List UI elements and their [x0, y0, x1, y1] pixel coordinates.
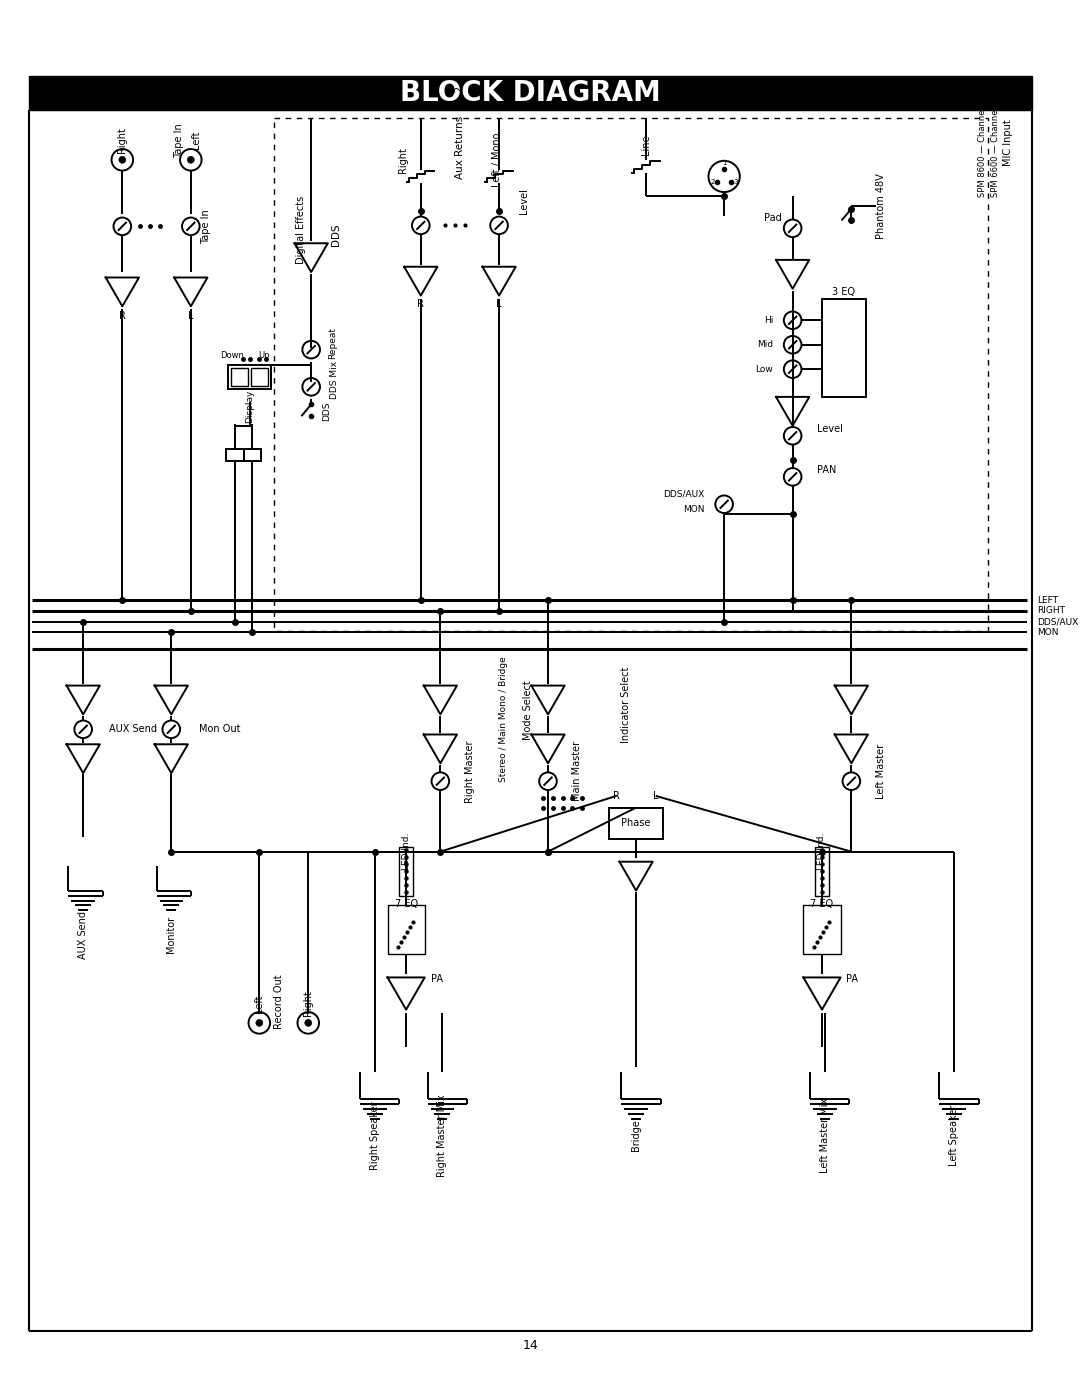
Text: 3: 3 — [733, 179, 738, 184]
Bar — [231, 369, 247, 386]
Text: Right: Right — [303, 990, 313, 1016]
Text: L: L — [497, 299, 502, 309]
Bar — [274, 117, 988, 631]
Text: Level: Level — [818, 423, 843, 434]
Text: DDS: DDS — [330, 224, 340, 246]
Text: Tape In: Tape In — [174, 123, 184, 158]
Bar — [228, 365, 271, 388]
Text: Monitor: Monitor — [166, 916, 176, 953]
Text: 7 EQ: 7 EQ — [810, 898, 834, 908]
Circle shape — [256, 1020, 262, 1027]
Circle shape — [119, 156, 125, 163]
Bar — [609, 807, 663, 840]
Text: Display: Display — [245, 390, 254, 423]
Text: Left: Left — [191, 131, 201, 149]
Text: PA: PA — [847, 974, 859, 983]
Bar — [815, 847, 828, 895]
Text: Pad: Pad — [765, 212, 782, 222]
Text: Right: Right — [118, 127, 127, 154]
Text: Phase: Phase — [621, 819, 651, 828]
Bar — [400, 847, 413, 895]
Text: Left Speaker: Left Speaker — [949, 1105, 959, 1166]
Text: PAN: PAN — [818, 465, 837, 475]
Text: LED Ind.: LED Ind. — [402, 833, 410, 870]
Circle shape — [305, 1020, 312, 1027]
Bar — [29, 75, 1032, 110]
Bar — [804, 905, 840, 954]
Text: Line: Line — [640, 136, 651, 155]
Text: Tape In: Tape In — [202, 210, 212, 243]
Text: 14: 14 — [523, 1340, 538, 1352]
Text: Aux Returns  1 - 2: Aux Returns 1 - 2 — [455, 85, 464, 179]
Text: Mon Out: Mon Out — [199, 724, 240, 735]
Text: LEFT: LEFT — [1037, 595, 1058, 605]
Text: Right Speaker: Right Speaker — [369, 1101, 380, 1169]
Text: Main Master: Main Master — [572, 742, 582, 802]
Text: MON: MON — [683, 504, 704, 514]
Text: Stereo / Main Mono / Bridge: Stereo / Main Mono / Bridge — [499, 657, 509, 782]
Text: L: L — [653, 791, 659, 800]
Circle shape — [188, 156, 194, 163]
Text: Left / Mono: Left / Mono — [492, 133, 502, 187]
Bar — [822, 299, 866, 397]
Text: Right: Right — [399, 147, 408, 173]
Text: DDS Mix: DDS Mix — [330, 360, 339, 400]
Text: Down: Down — [220, 351, 244, 360]
Text: Indicator Select: Indicator Select — [621, 666, 632, 743]
Text: MIC Input: MIC Input — [1003, 119, 1013, 166]
Text: SPM 8600 — Channels 1-8: SPM 8600 — Channels 1-8 — [978, 87, 987, 197]
Text: 3 EQ: 3 EQ — [832, 286, 855, 298]
Text: 1: 1 — [721, 159, 727, 166]
Text: Record Out: Record Out — [274, 974, 284, 1028]
Bar — [244, 450, 261, 461]
Text: Hi: Hi — [764, 316, 773, 324]
Text: L: L — [188, 312, 193, 321]
Text: Left: Left — [254, 995, 265, 1013]
Text: LED Ind.: LED Ind. — [818, 833, 826, 870]
Text: BLOCK DIAGRAM: BLOCK DIAGRAM — [400, 80, 661, 108]
Text: Left Master: Left Master — [876, 743, 886, 799]
Text: Left Master Mix: Left Master Mix — [820, 1098, 829, 1173]
Text: R: R — [417, 299, 424, 309]
Text: Bridge: Bridge — [631, 1119, 642, 1151]
Text: R: R — [119, 312, 125, 321]
Text: Mid: Mid — [757, 341, 773, 349]
Text: DDS/AUX: DDS/AUX — [1037, 617, 1079, 626]
Text: Level: Level — [518, 189, 528, 214]
Text: SPM 6600 — Channels 1-6: SPM 6600 — Channels 1-6 — [990, 87, 1000, 197]
Bar — [226, 450, 244, 461]
Text: AUX Send: AUX Send — [109, 724, 157, 735]
Text: 7 EQ: 7 EQ — [394, 898, 418, 908]
Bar — [252, 369, 268, 386]
Text: Digital Effects: Digital Effects — [296, 196, 307, 264]
Text: Right Master: Right Master — [464, 740, 475, 803]
Text: PA: PA — [431, 974, 443, 983]
Text: R: R — [613, 791, 620, 800]
Text: Right Master Mix: Right Master Mix — [437, 1094, 447, 1176]
Text: Mode Select: Mode Select — [524, 680, 534, 739]
Text: Low: Low — [755, 365, 773, 374]
Text: Repeat: Repeat — [328, 327, 337, 359]
Bar — [388, 905, 424, 954]
Text: Up: Up — [258, 351, 270, 360]
Text: RIGHT: RIGHT — [1037, 606, 1065, 616]
Text: MON: MON — [1037, 627, 1058, 637]
Text: AUX Send: AUX Send — [78, 911, 89, 958]
Text: DDS/AUX: DDS/AUX — [663, 490, 704, 499]
Text: Phantom 48V: Phantom 48V — [876, 173, 886, 239]
Text: DDS: DDS — [322, 401, 332, 420]
Text: 2: 2 — [711, 179, 715, 184]
